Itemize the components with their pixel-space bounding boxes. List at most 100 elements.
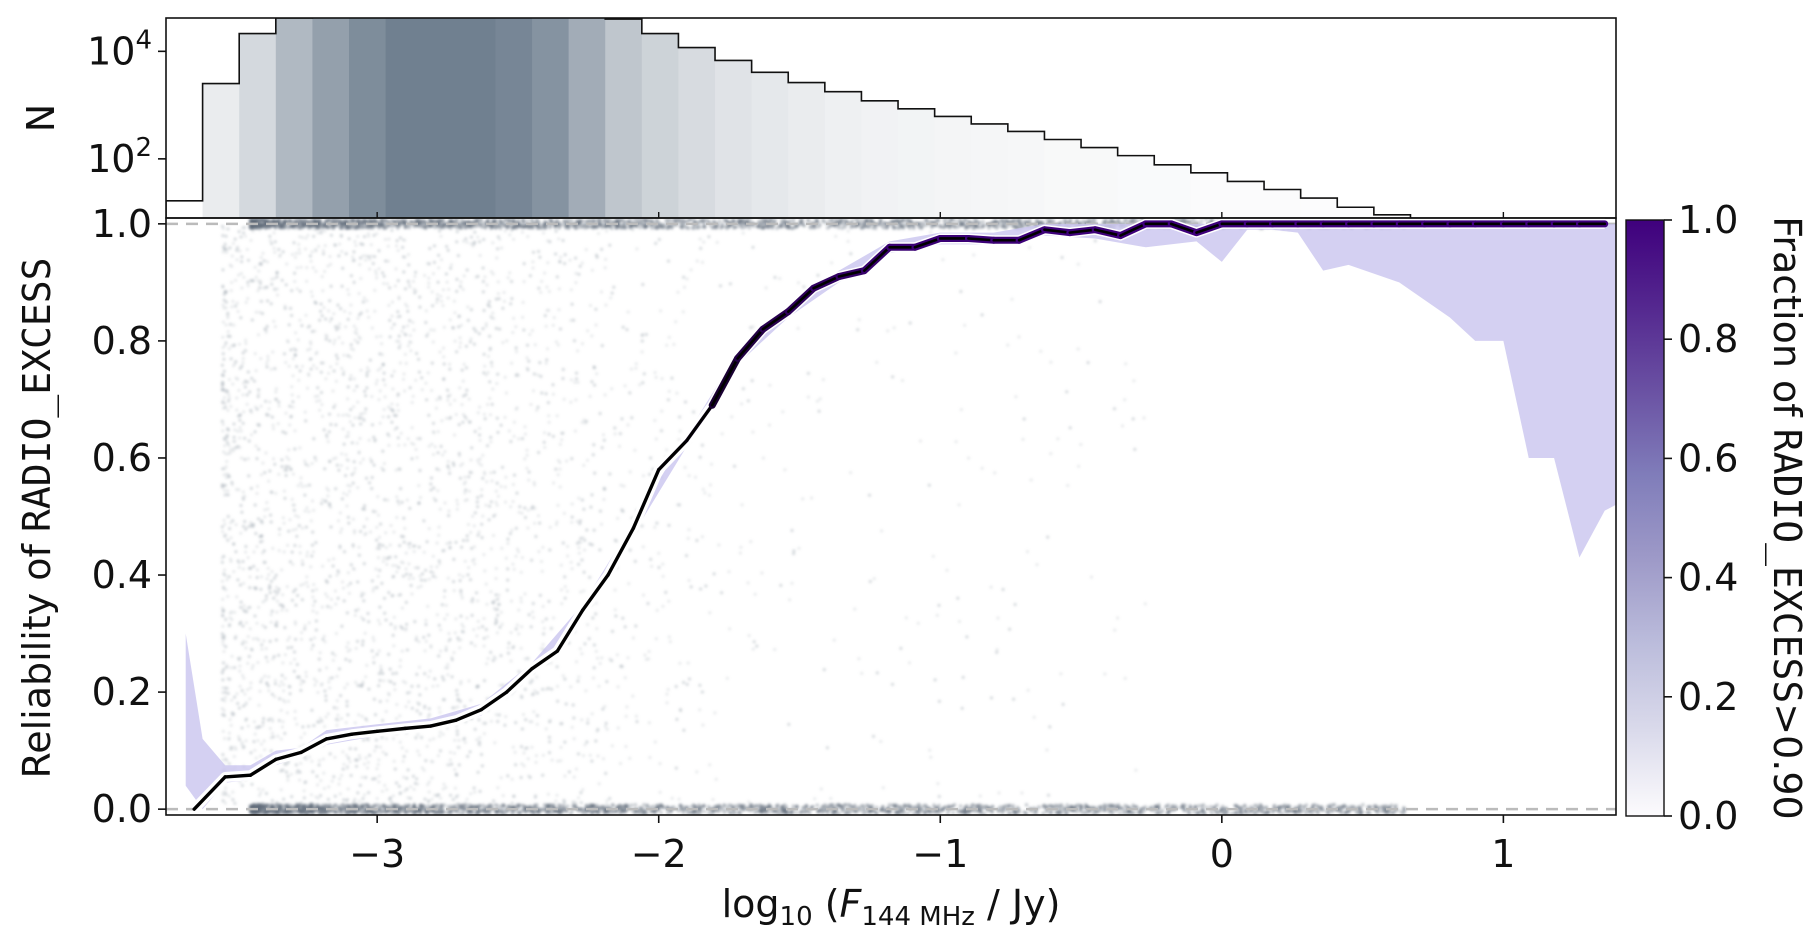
scatter-point <box>252 720 256 724</box>
scatter-point <box>488 396 492 400</box>
scatter-point <box>551 323 555 327</box>
scatter-point <box>458 476 462 480</box>
scatter-point <box>959 289 963 294</box>
scatter-point <box>431 304 435 308</box>
scatter-point <box>461 538 466 543</box>
scatter-point <box>221 597 225 602</box>
scatter-point <box>363 504 367 508</box>
scatter-point <box>577 546 581 550</box>
scatter-point <box>631 636 636 640</box>
scatter-point <box>495 631 499 635</box>
scatter-point <box>566 544 570 549</box>
scatter-point <box>267 573 271 577</box>
scatter-point <box>253 265 257 269</box>
scatter-point <box>376 495 380 499</box>
histogram-bar <box>641 33 680 218</box>
scatter-point <box>363 533 367 537</box>
scatter-point <box>618 432 623 436</box>
scatter-point <box>355 639 360 644</box>
scatter-point <box>221 624 225 628</box>
scatter-point <box>308 347 312 351</box>
scatter-point <box>641 474 646 478</box>
scatter-point <box>623 676 627 680</box>
scatter-point <box>408 386 412 390</box>
scatter-point <box>778 276 782 281</box>
scatter-point <box>399 534 404 538</box>
scatter-point <box>615 653 620 657</box>
scatter-point <box>321 289 325 293</box>
scatter-point <box>515 547 520 551</box>
scatter-point <box>628 548 632 552</box>
scatter-point <box>452 557 456 562</box>
scatter-point <box>508 271 512 275</box>
scatter-point <box>604 303 608 307</box>
scatter-point <box>243 379 247 383</box>
scatter-point <box>393 624 397 629</box>
scatter-point <box>628 391 632 395</box>
scatter-point <box>340 366 344 370</box>
scatter-point <box>225 435 229 439</box>
scatter-point <box>321 637 325 641</box>
scatter-point <box>406 796 410 800</box>
scatter-point <box>398 467 402 471</box>
scatter-point <box>472 342 476 346</box>
scatter-point <box>356 234 360 239</box>
scatter-point <box>608 243 612 247</box>
scatter-point <box>426 332 430 336</box>
scatter-point <box>304 313 308 317</box>
scatter-point <box>475 738 479 742</box>
scatter-point <box>349 773 353 778</box>
scatter-point <box>264 791 269 796</box>
scatter-point <box>453 768 457 772</box>
scatter-point <box>613 538 618 543</box>
histogram-bar <box>202 83 240 218</box>
scatter-point <box>583 743 587 747</box>
scatter-point <box>459 464 463 468</box>
scatter-point <box>586 717 590 722</box>
scatter-point <box>492 514 496 518</box>
scatter-point <box>457 573 461 577</box>
scatter-point <box>566 554 570 558</box>
scatter-point <box>531 610 535 614</box>
scatter-point <box>360 775 364 779</box>
scatter-point <box>439 796 443 800</box>
scatter-point <box>387 405 391 409</box>
scatter-point <box>313 455 317 460</box>
scatter-point <box>458 284 462 289</box>
scatter-point <box>335 463 339 467</box>
scatter-point <box>240 689 244 693</box>
scatter-point <box>220 707 224 711</box>
scatter-point <box>486 354 491 358</box>
scatter-point <box>270 277 274 281</box>
scatter-point <box>373 749 377 753</box>
scatter-point <box>222 568 227 572</box>
scatter-point <box>408 690 412 695</box>
scatter-point <box>429 759 434 763</box>
scatter-point <box>568 258 572 262</box>
scatter-point <box>481 290 485 294</box>
scatter-point <box>527 470 531 474</box>
scatter-point <box>633 448 637 452</box>
scatter-point <box>378 421 382 425</box>
scatter-point <box>290 313 294 318</box>
scatter-point <box>353 466 357 471</box>
scatter-point <box>357 313 362 317</box>
scatter-point <box>282 689 286 693</box>
scatter-point <box>286 646 290 650</box>
scatter-point <box>416 566 420 570</box>
scatter-point <box>612 285 616 289</box>
scatter-point <box>425 744 429 749</box>
scatter-point <box>486 370 490 375</box>
scatter-point <box>332 369 336 373</box>
scatter-point <box>455 507 459 511</box>
scatter-point <box>287 457 291 462</box>
histogram-y-tick-label: 102 <box>87 133 152 181</box>
scatter-point <box>315 399 319 403</box>
scatter-point <box>437 706 441 710</box>
scatter-point <box>817 409 821 413</box>
scatter-point <box>446 388 450 393</box>
scatter-point <box>294 637 298 642</box>
scatter-point <box>229 666 233 670</box>
scatter-point <box>314 352 318 356</box>
scatter-point <box>407 700 411 704</box>
